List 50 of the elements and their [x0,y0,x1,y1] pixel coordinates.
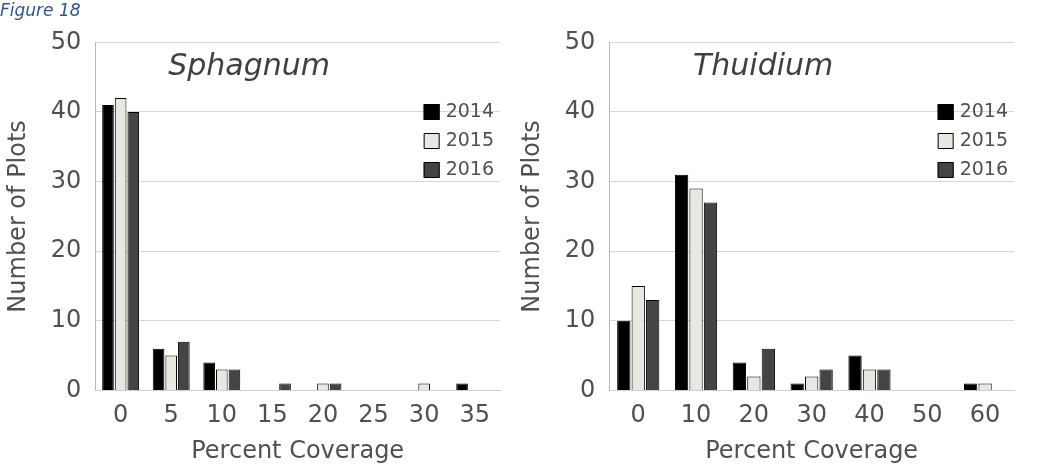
x-axis-title: Percent Coverage [191,435,405,464]
y-tick-label: 0 [580,374,596,403]
bar [617,320,631,390]
x-tick-label: 40 [854,400,885,429]
y-tick-label: 30 [564,165,596,194]
x-tick-label: 10 [206,400,238,429]
caption: Figure 18 [0,0,81,20]
chart-title: Thuidium [692,47,834,83]
x-tick-label: 60 [969,400,1001,429]
y-tick-label: 10 [50,305,82,334]
bar [102,105,114,390]
y-tick-label: 40 [50,96,82,125]
x-tick-label: 20 [738,400,770,429]
x-tick-label: 10 [680,400,712,429]
y-tick-label: 20 [564,235,596,264]
legend-label: 2014 [445,98,495,121]
bar [674,174,689,390]
x-tick-label: 30 [408,400,440,429]
legend-label: 2015 [959,127,1009,150]
bar [848,355,862,390]
x-tick-label: 35 [459,400,490,429]
x-axis-title: Percent Coverage [705,435,919,464]
legend-label: 2014 [959,98,1009,121]
x-tick-label: 20 [307,400,339,429]
bar [152,348,165,390]
legend-label: 2015 [445,127,495,150]
legend-label: 2016 [959,156,1009,179]
y-tick-label: 0 [66,374,82,403]
y-tick-label: 50 [50,26,82,55]
y-tick-label: 40 [564,96,596,125]
y-axis-title: Number of Plots [2,120,31,313]
y-axis-title: Number of Plots [516,120,545,313]
bar [790,383,804,390]
bar [964,383,978,390]
x-tick-label: 50 [912,400,943,429]
x-tick-label: 15 [257,400,288,429]
x-tick-label: 0 [112,400,129,429]
y-tick-label: 20 [50,235,82,264]
bar [203,362,215,390]
bar [732,362,747,390]
x-tick-label: 25 [358,400,389,429]
y-tick-label: 30 [50,165,82,194]
chart-title: Sphagnum [168,47,330,83]
x-tick-label: 30 [796,400,827,429]
x-tick-label: 0 [630,400,646,429]
y-tick-label: 10 [564,305,596,334]
bar [456,383,468,390]
y-tick-label: 50 [564,26,596,55]
x-tick-label: 5 [163,400,179,429]
legend-label: 2016 [445,156,495,179]
